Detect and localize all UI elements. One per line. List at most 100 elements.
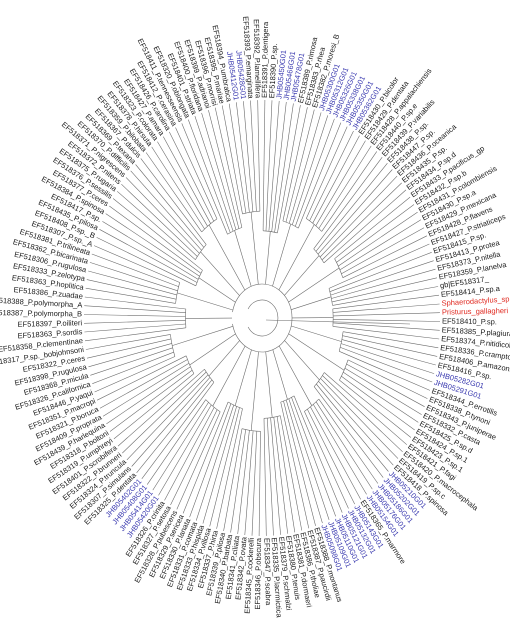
branch-line (315, 401, 373, 490)
branch-line (282, 107, 308, 222)
branch-line (169, 131, 215, 222)
branch-line (338, 211, 418, 267)
branch-line (315, 140, 366, 226)
branch-line (258, 431, 261, 537)
branch-line (102, 362, 190, 417)
branch-line (85, 287, 176, 304)
branch-line (214, 107, 243, 228)
tree-branches (83, 99, 441, 537)
branch-line (243, 101, 254, 212)
branch-line (262, 99, 266, 231)
branch-line (237, 430, 250, 535)
branch-line (267, 418, 274, 536)
branch-line (291, 296, 332, 310)
branch-line (152, 402, 209, 491)
branch-line (228, 103, 247, 214)
branch-line (277, 105, 301, 233)
branch-line (265, 319, 411, 325)
branch-line (332, 286, 439, 306)
branch-line (182, 401, 229, 514)
branch-line (313, 386, 384, 478)
branch-line (112, 198, 203, 271)
branch-line (291, 397, 336, 517)
branch-line (336, 204, 415, 263)
branch-line (102, 221, 199, 280)
branch-line (84, 327, 186, 342)
branch-line (93, 245, 180, 283)
branch-line (316, 383, 389, 472)
branch-line (295, 118, 335, 227)
branch-line (125, 177, 200, 254)
branch-line (200, 251, 240, 296)
branch-line (331, 277, 438, 303)
leaf-label: EF518392_P.lamellifera (252, 19, 263, 99)
branch-line (202, 406, 237, 524)
branch-line (276, 416, 296, 533)
branch-line (333, 303, 440, 313)
branch-line (157, 141, 208, 227)
branch-line (332, 326, 440, 340)
branch-line (236, 102, 250, 213)
branch-line (164, 407, 215, 501)
branch-line (99, 229, 198, 283)
branch-line (271, 101, 287, 232)
branch-line (121, 183, 198, 257)
branch-line (321, 151, 378, 232)
branch-line (292, 115, 329, 225)
branch-line (230, 429, 246, 533)
branch-line (88, 343, 172, 368)
branch-line (333, 322, 440, 331)
branch-line (307, 409, 355, 505)
branch-line (283, 401, 316, 526)
branch-line (288, 333, 345, 371)
branch-line (163, 136, 211, 224)
branch-line (208, 224, 246, 291)
branch-line (274, 103, 294, 233)
branch-line (315, 163, 388, 252)
leaf-label: EF518347_P.scabra (262, 538, 273, 606)
branch-line (198, 277, 236, 303)
branch-line (194, 116, 234, 232)
branch-line (195, 405, 234, 521)
branch-line (177, 292, 233, 311)
branch-line (90, 347, 173, 376)
branch-line (340, 347, 433, 383)
branch-line (91, 253, 179, 287)
leaf-label: EF518346_P.obscura (253, 537, 263, 610)
branch-line (117, 191, 196, 260)
branch-line (113, 373, 195, 440)
branch-line (334, 196, 411, 259)
branch-line (141, 382, 215, 479)
branch-line (99, 359, 188, 409)
branch-line (328, 243, 430, 289)
branch-line (84, 296, 186, 310)
branch-line (339, 219, 422, 271)
branch-line (209, 407, 240, 527)
branch-line (342, 235, 428, 278)
branch-line (130, 170, 202, 251)
branch-line (244, 430, 254, 536)
branch-line (291, 325, 342, 342)
branch-line (251, 431, 258, 536)
branch-line (88, 270, 177, 296)
branch-line (304, 411, 349, 509)
branch-line (313, 157, 383, 249)
branch-line (342, 335, 438, 357)
branch-line (310, 406, 361, 500)
branch-line (83, 314, 186, 317)
branch-line (96, 237, 196, 287)
root-ring (232, 283, 293, 353)
leaf-label: EF518410_P.sp. (442, 316, 497, 326)
branch-line (136, 379, 213, 473)
branch-line (151, 146, 205, 230)
branch-line (298, 122, 342, 229)
branch-line (318, 145, 372, 229)
leaf-labels: EF518414_P.sp.aSphaerodactylus_sp.Pristu… (0, 16, 510, 619)
branch-line (278, 345, 313, 406)
branch-line (172, 326, 233, 346)
branch-line (250, 100, 257, 212)
branch-line (263, 418, 267, 536)
leaf-label: EF518385_P.plagiura (441, 325, 510, 338)
branch-line (270, 417, 281, 535)
